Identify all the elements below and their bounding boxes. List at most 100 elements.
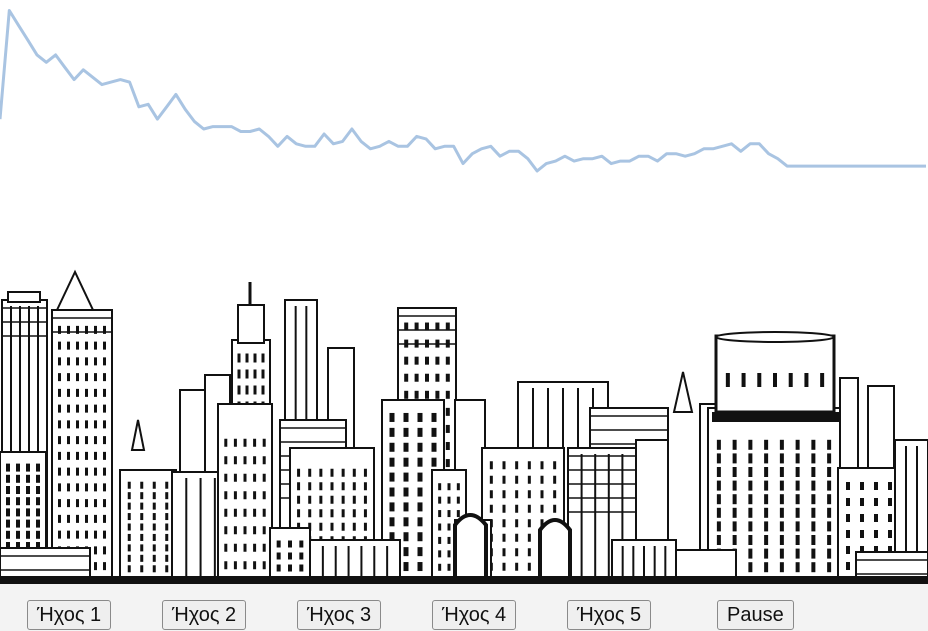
building-window (764, 562, 769, 573)
building-window (237, 353, 241, 363)
visualizer-canvas (0, 9, 928, 584)
building-window (795, 521, 800, 532)
building-window (67, 341, 70, 350)
building-window (404, 356, 409, 365)
building-window (725, 373, 730, 387)
building-window (795, 467, 800, 477)
building-window (363, 495, 367, 504)
building-window (447, 563, 451, 571)
building-window (58, 404, 61, 413)
building-window (243, 508, 247, 517)
building-window (779, 467, 784, 477)
building-window (888, 498, 892, 506)
building-window (127, 565, 131, 573)
building-window (103, 514, 106, 523)
building-window (127, 523, 131, 531)
building-window (827, 562, 832, 573)
building-window (515, 562, 519, 571)
building-window (425, 322, 429, 331)
building-window (233, 561, 237, 570)
building-window (431, 412, 437, 422)
building-window (233, 438, 237, 447)
pause-button[interactable]: Pause (717, 600, 794, 630)
sound-2-button[interactable]: Ήχος 2 (162, 600, 247, 630)
building-window (262, 508, 266, 517)
ground-line (0, 576, 928, 584)
building-window (165, 533, 169, 541)
building-window (262, 491, 266, 500)
building-crown (7, 291, 41, 303)
building-window (389, 532, 395, 542)
building-window (527, 533, 531, 542)
building-window (103, 530, 106, 539)
building-window (764, 494, 769, 505)
building-window (732, 453, 737, 464)
building-window (85, 357, 88, 366)
building-window (795, 562, 800, 573)
sound-3-button[interactable]: Ήχος 3 (297, 600, 382, 630)
building-window (253, 491, 257, 500)
building-window (67, 483, 70, 492)
building-window (243, 543, 247, 552)
building-window (224, 438, 228, 447)
building-window (26, 542, 30, 550)
building-window (414, 356, 419, 365)
building-window (276, 552, 281, 560)
building-window (76, 514, 79, 523)
building-window (152, 544, 156, 552)
building-window (352, 468, 356, 477)
building-window (795, 480, 800, 491)
building-window (319, 522, 323, 531)
building-window (103, 483, 106, 492)
building-window (540, 461, 544, 470)
building-window (6, 542, 10, 550)
building-window (245, 385, 249, 395)
building-window (435, 373, 440, 382)
building-window (773, 373, 777, 387)
building-window (67, 404, 70, 413)
building-window (811, 535, 816, 545)
building-window (76, 467, 79, 476)
building-window (404, 390, 409, 399)
building-window (435, 322, 440, 331)
building-window (262, 456, 266, 465)
building-window (403, 412, 409, 422)
building-window (414, 322, 419, 331)
building-window (788, 373, 793, 387)
building-window (76, 451, 79, 460)
audio-level-line (0, 9, 926, 173)
building-window (860, 530, 864, 538)
building-window (515, 548, 519, 557)
building-window (341, 522, 345, 531)
building-window (748, 453, 753, 464)
building-window (103, 562, 106, 571)
building-window (261, 353, 265, 363)
building-window (811, 480, 816, 491)
sound-4-button[interactable]: Ήχος 4 (432, 600, 517, 630)
building-window (748, 507, 753, 518)
building-window (827, 467, 832, 477)
building-window (36, 463, 40, 472)
building-window (795, 548, 800, 559)
building-window (165, 502, 169, 510)
building-window (67, 514, 70, 523)
building-window (502, 504, 506, 513)
building-window (795, 507, 800, 518)
building-window (811, 439, 816, 450)
building-window (811, 467, 816, 477)
building-window (363, 522, 367, 531)
building-window (425, 356, 429, 365)
building-window (36, 474, 40, 483)
building-window (330, 468, 334, 477)
sound-5-button[interactable]: Ήχος 5 (567, 600, 652, 630)
building-window (58, 373, 61, 382)
building-window (94, 483, 97, 492)
building-window (716, 494, 721, 505)
building-window (515, 519, 519, 528)
building-window (764, 439, 769, 450)
building-window (447, 523, 451, 531)
sound-1-button[interactable]: Ήχος 1 (27, 600, 112, 630)
building-window (811, 548, 816, 559)
building-window (103, 357, 106, 366)
building-window (417, 487, 423, 497)
